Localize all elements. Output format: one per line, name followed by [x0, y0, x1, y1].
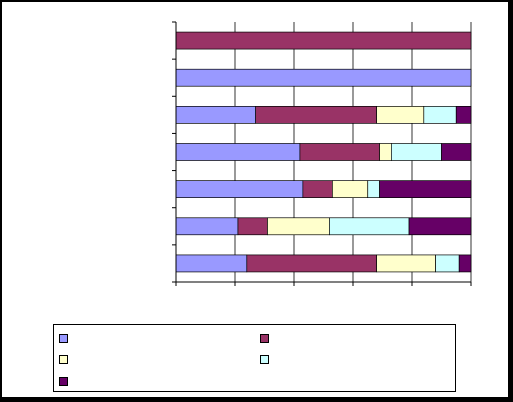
bar-segment: [175, 68, 472, 87]
bar-segment: [376, 106, 425, 124]
legend-swatch: [59, 355, 68, 364]
bar-segment: [458, 254, 472, 273]
bar-segment: [435, 254, 460, 273]
bar-segment: [367, 180, 380, 198]
legend: [53, 324, 456, 392]
bar-segment: [423, 106, 457, 124]
bar-segment: [175, 217, 239, 236]
bar-segment: [379, 143, 392, 161]
bar-segment: [175, 31, 472, 50]
bar-segment: [391, 143, 442, 161]
legend-swatch: [59, 334, 68, 343]
bar-segment: [246, 254, 377, 273]
bar-segment: [441, 143, 472, 161]
bar-segment: [175, 106, 257, 124]
axes: [172, 21, 472, 286]
bar-segment: [455, 106, 472, 124]
bars: [175, 31, 472, 273]
legend-swatch: [59, 377, 68, 386]
bar-segment: [329, 217, 410, 236]
bar-segment: [175, 254, 248, 273]
bar-segment: [175, 143, 301, 161]
bar-segment: [255, 106, 377, 124]
bar-segment: [379, 180, 472, 198]
bar-segment: [332, 180, 369, 198]
bar-segment: [175, 180, 304, 198]
bar-segment: [237, 217, 268, 236]
bar-segment: [267, 217, 330, 236]
bar-segment: [408, 217, 472, 236]
bar-segment: [376, 254, 436, 273]
legend-swatch: [260, 334, 269, 343]
bar-segment: [299, 143, 380, 161]
legend-swatch: [260, 355, 269, 364]
bar-segment: [302, 180, 333, 198]
